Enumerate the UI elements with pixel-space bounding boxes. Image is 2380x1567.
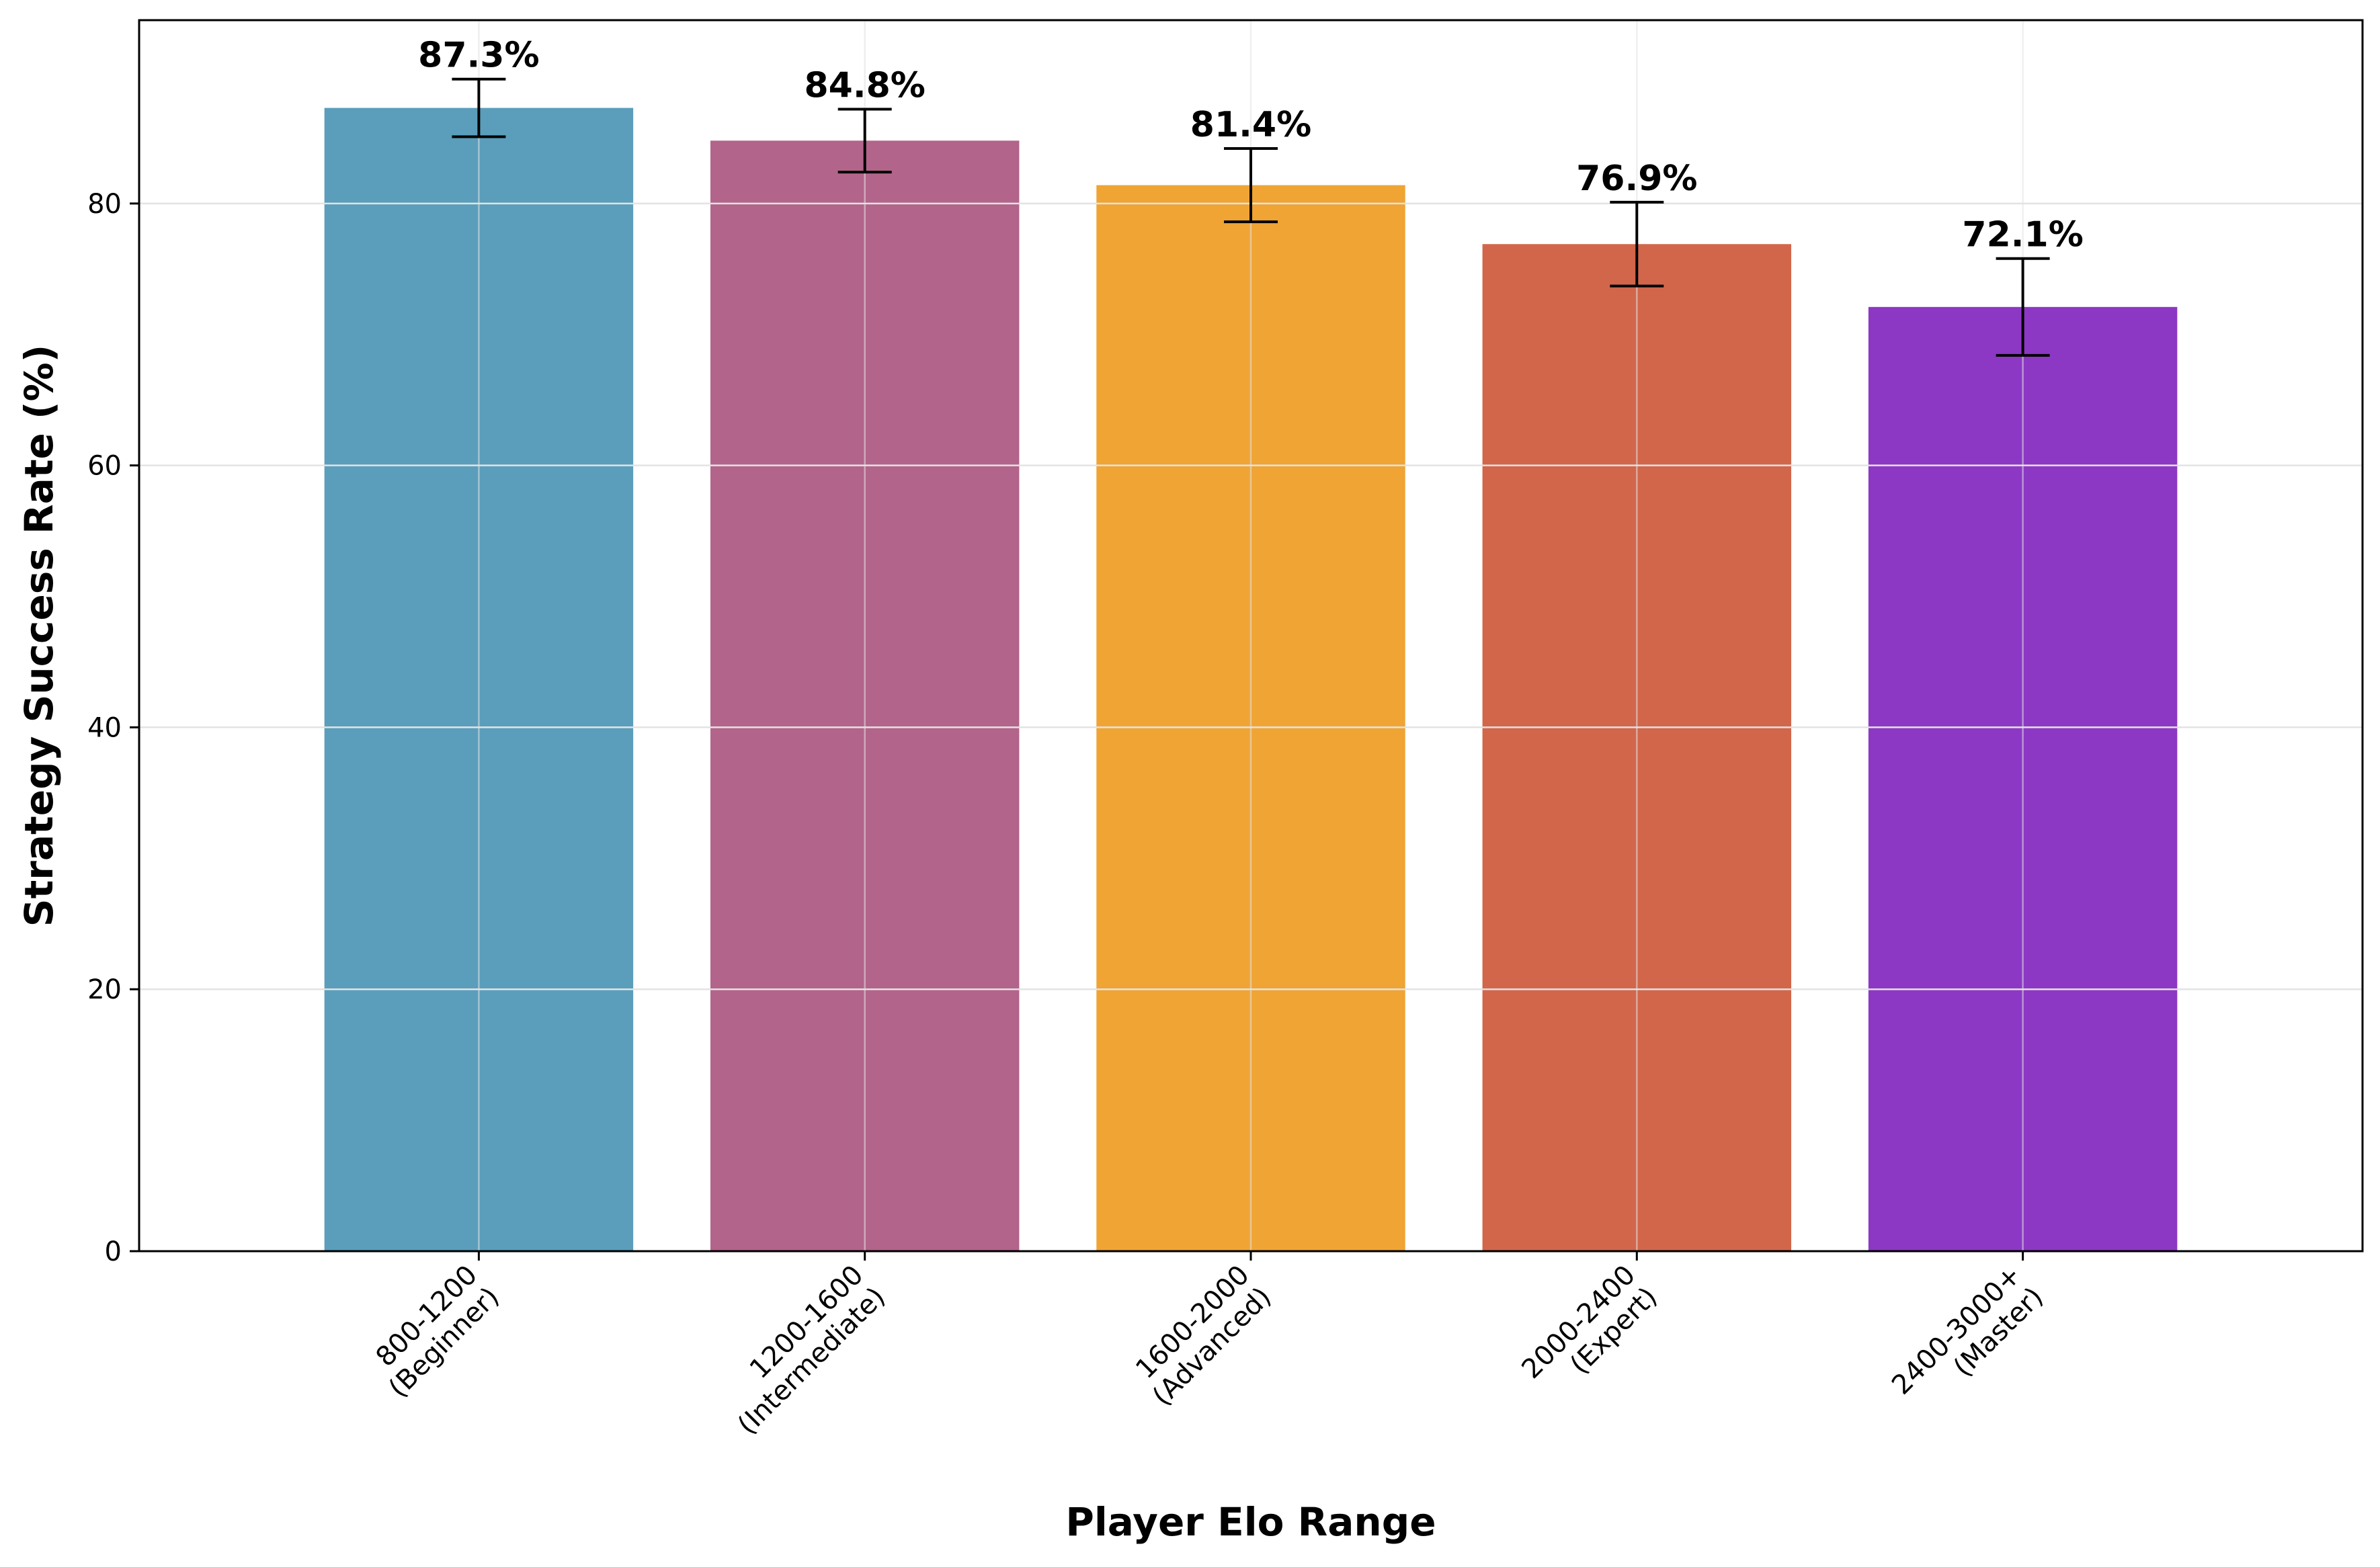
- y-tick-label: 40: [87, 712, 122, 743]
- x-axis-title: Player Elo Range: [1065, 1499, 1436, 1545]
- error-bars: [452, 77, 2050, 357]
- value-label: 81.4%: [1190, 105, 1311, 145]
- value-label: 84.8%: [804, 66, 925, 106]
- value-label: 87.3%: [418, 36, 539, 76]
- value-labels: 87.3% 84.8% 81.4% 76.9% 72.1%: [418, 36, 2084, 255]
- value-label: 76.9%: [1576, 159, 1697, 199]
- y-tick-label: 0: [105, 1236, 122, 1267]
- y-axis-title: Strategy Success Rate (%): [16, 345, 62, 927]
- y-tick-label: 80: [87, 189, 122, 220]
- y-axis: 0 20 40 60 80: [87, 189, 139, 1267]
- y-tick-label: 60: [87, 451, 122, 482]
- y-tick-label: 20: [87, 974, 122, 1005]
- value-label: 72.1%: [1962, 215, 2083, 255]
